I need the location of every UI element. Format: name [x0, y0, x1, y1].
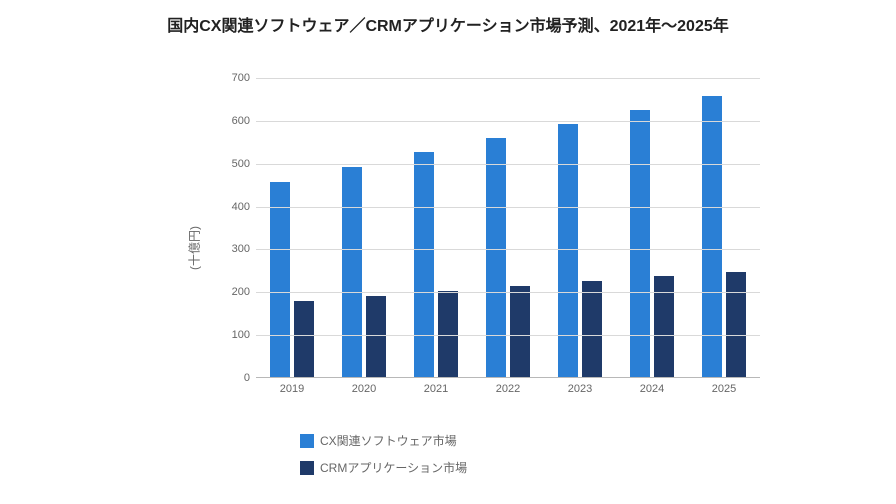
y-tick-label: 100 [216, 329, 250, 341]
plot-area: 0100200300400500600700201920202021202220… [256, 78, 760, 378]
y-tick-label: 700 [216, 72, 250, 84]
bar [510, 286, 530, 377]
grid-line [256, 78, 760, 79]
bar [726, 272, 746, 377]
legend: CX関連ソフトウェア市場 CRMアプリケーション市場 [300, 432, 467, 486]
grid-line [256, 207, 760, 208]
x-tick-label: 2023 [568, 383, 592, 395]
x-tick-label: 2019 [280, 383, 304, 395]
legend-swatch [300, 461, 314, 475]
grid-line [256, 292, 760, 293]
y-tick-label: 200 [216, 286, 250, 298]
y-tick-label: 500 [216, 158, 250, 170]
bar [366, 296, 386, 377]
y-tick-label: 300 [216, 243, 250, 255]
bar [486, 138, 506, 377]
legend-label: CX関連ソフトウェア市場 [320, 432, 457, 449]
grid-line [256, 164, 760, 165]
legend-swatch [300, 434, 314, 448]
y-tick-label: 0 [216, 372, 250, 384]
grid-line [256, 249, 760, 250]
bar [342, 167, 362, 377]
chart-container: (十億円) 0100200300400500600700201920202021… [220, 78, 760, 418]
y-axis-label: (十億円) [186, 226, 203, 270]
legend-item: CRMアプリケーション市場 [300, 459, 467, 476]
grid-line [256, 121, 760, 122]
bar [294, 301, 314, 377]
legend-item: CX関連ソフトウェア市場 [300, 432, 467, 449]
y-tick-label: 400 [216, 201, 250, 213]
bar [438, 291, 458, 377]
bar [414, 152, 434, 377]
legend-label: CRMアプリケーション市場 [320, 459, 467, 476]
bar [582, 281, 602, 377]
x-tick-label: 2021 [424, 383, 448, 395]
x-tick-label: 2020 [352, 383, 376, 395]
page-title: 国内CX関連ソフトウェア／CRMアプリケーション市場予測、2021年～2025年 [0, 12, 896, 36]
y-tick-label: 600 [216, 115, 250, 127]
grid-line [256, 335, 760, 336]
x-tick-label: 2025 [712, 383, 736, 395]
bar [630, 110, 650, 377]
x-tick-label: 2022 [496, 383, 520, 395]
bar [270, 182, 290, 377]
bars-layer [256, 78, 760, 377]
bar [558, 124, 578, 377]
x-tick-label: 2024 [640, 383, 664, 395]
